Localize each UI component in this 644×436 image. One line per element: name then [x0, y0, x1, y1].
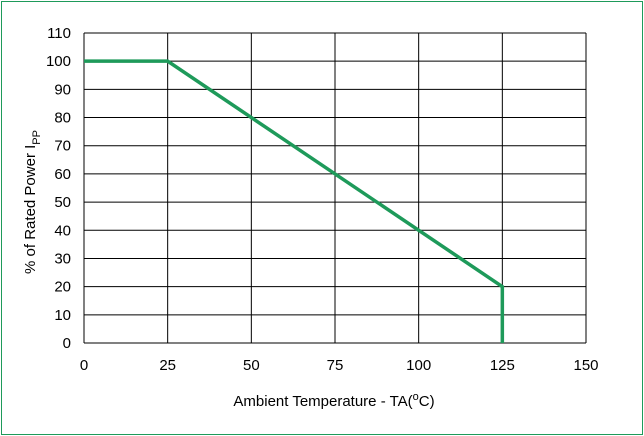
y-tick-label: 30 — [54, 250, 71, 267]
y-tick-labels: 0 10 20 30 40 50 60 70 80 90 100 110 — [46, 25, 71, 352]
y-tick-label: 0 — [63, 335, 71, 352]
x-axis-title-main: Ambient Temperature - T — [233, 393, 398, 410]
y-axis-title: % of Rated Power IPP — [22, 130, 43, 274]
y-tick-label: 80 — [54, 110, 71, 127]
x-tick-label: 125 — [490, 357, 515, 374]
x-tick-label: 100 — [406, 357, 431, 374]
y-tick-label: 90 — [54, 81, 71, 98]
x-tick-label: 50 — [243, 357, 260, 374]
y-tick-label: 20 — [54, 279, 71, 296]
x-tick-label: 25 — [159, 357, 176, 374]
y-tick-label: 70 — [54, 138, 71, 155]
y-tick-label: 110 — [47, 25, 71, 42]
x-tick-label: 0 — [80, 357, 88, 374]
y-tick-label: 60 — [54, 166, 71, 183]
x-tick-labels: 0 25 50 75 100 125 150 — [80, 357, 599, 374]
y-tick-label: 50 — [54, 194, 71, 211]
x-tick-label: 75 — [327, 357, 344, 374]
derating-curve — [84, 59, 505, 343]
x-axis-title-sub: A — [398, 393, 408, 410]
y-axis-title-main: % of Rated Power I — [22, 145, 39, 274]
y-tick-label: 100 — [46, 53, 71, 70]
x-axis-title: Ambient Temperature - TA(oC) — [233, 391, 434, 410]
x-axis-title-sup: o — [413, 391, 419, 403]
y-tick-label: 40 — [54, 222, 71, 239]
y-tick-label: 10 — [54, 307, 71, 324]
y-axis-title-sub: PP — [31, 130, 43, 145]
grid — [83, 32, 587, 344]
x-axis-title-unit: C) — [419, 393, 435, 410]
series — [84, 59, 505, 343]
x-axis-title-paren: ( — [408, 393, 413, 410]
x-tick-label: 150 — [573, 357, 598, 374]
